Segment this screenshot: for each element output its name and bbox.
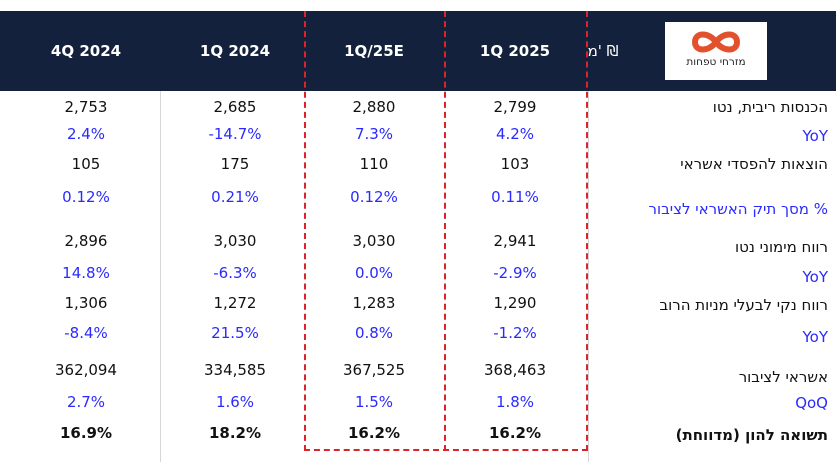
col-header-4q-2024: 4Q 2024 (50, 42, 122, 60)
table-cell: 3,030 (352, 232, 396, 250)
highlight-dash-middle (444, 11, 446, 451)
row-label: YoY (802, 268, 828, 286)
table-cell: 2,685 (213, 98, 257, 116)
row-label: רווח מימוני נטו (735, 238, 828, 256)
table-cell: 1,272 (213, 294, 257, 312)
highlight-dash-right (586, 11, 588, 451)
highlight-dash-bottom (304, 449, 588, 451)
table-cell: -2.9% (493, 264, 537, 282)
table-cell: 362,094 (54, 361, 118, 379)
table-cell: 110 (359, 155, 389, 173)
column-divider (160, 91, 161, 462)
table-cell: 0.8% (354, 324, 394, 342)
row-label: YoY (802, 328, 828, 346)
infinity-logo-icon (691, 31, 741, 53)
table-cell: 3,030 (213, 232, 257, 250)
table-cell: 0.11% (491, 188, 539, 206)
table-cell: 0.12% (350, 188, 398, 206)
table-cell: 1,283 (352, 294, 396, 312)
table-cell: 4.2% (495, 125, 535, 143)
col-header-1q-2024: 1Q 2024 (199, 42, 271, 60)
company-logo: מזרחי טפחות (665, 22, 767, 80)
row-label: רווח נקי לבעלי מניות הרוב (659, 296, 828, 314)
table-cell: 334,585 (203, 361, 267, 379)
table-cell: 175 (220, 155, 250, 173)
highlight-dash-left (304, 11, 306, 451)
table-cell: 1,306 (64, 294, 108, 312)
col-header-1q-2025: 1Q 2025 (479, 42, 551, 60)
table-cell: 2,799 (493, 98, 537, 116)
table-cell: 1.5% (354, 393, 394, 411)
table-cell: 16.2% (488, 424, 542, 442)
row-label: אשראי לציבור (738, 368, 828, 386)
table-cell: 18.2% (208, 424, 262, 442)
table-cell: 0.0% (354, 264, 394, 282)
table-cell: 7.3% (354, 125, 394, 143)
table-cell: -8.4% (64, 324, 108, 342)
table-cell: 2,880 (352, 98, 396, 116)
table-cell: 105 (71, 155, 101, 173)
col-header-1q-25e: 1Q/25E (344, 42, 404, 60)
table-cell: 367,525 (342, 361, 406, 379)
table-cell: 103 (500, 155, 530, 173)
unit-label: מ' ₪ (587, 42, 619, 60)
row-label: % מסך תיק האשראי לציבור (648, 200, 828, 218)
table-cell: 368,463 (483, 361, 547, 379)
table-cell: 0.21% (211, 188, 259, 206)
row-label: תשואה להון (מדווחת) (675, 426, 828, 444)
table-cell: 1.6% (215, 393, 255, 411)
table-cell: 0.12% (62, 188, 110, 206)
logo-text: מזרחי טפחות (686, 56, 746, 68)
table-cell: 16.2% (347, 424, 401, 442)
table-cell: 2.7% (66, 393, 106, 411)
table-cell: 2.4% (66, 125, 106, 143)
table-cell: 1,290 (493, 294, 537, 312)
table-cell: -14.7% (208, 125, 262, 143)
row-label: QoQ (795, 394, 828, 412)
column-divider (588, 91, 589, 462)
table-cell: 14.8% (62, 264, 110, 282)
row-label: YoY (802, 127, 828, 145)
table-cell: 1.8% (495, 393, 535, 411)
table-cell: 2,753 (64, 98, 108, 116)
table-cell: 16.9% (59, 424, 113, 442)
table-cell: 2,896 (64, 232, 108, 250)
table-cell: -1.2% (493, 324, 537, 342)
table-cell: 21.5% (211, 324, 259, 342)
row-label: הכנסות ריבית, נטו (712, 98, 828, 116)
table-cell: 2,941 (493, 232, 537, 250)
row-label: הוצאות להפסדי אשראי (680, 155, 828, 173)
table-cell: -6.3% (213, 264, 257, 282)
